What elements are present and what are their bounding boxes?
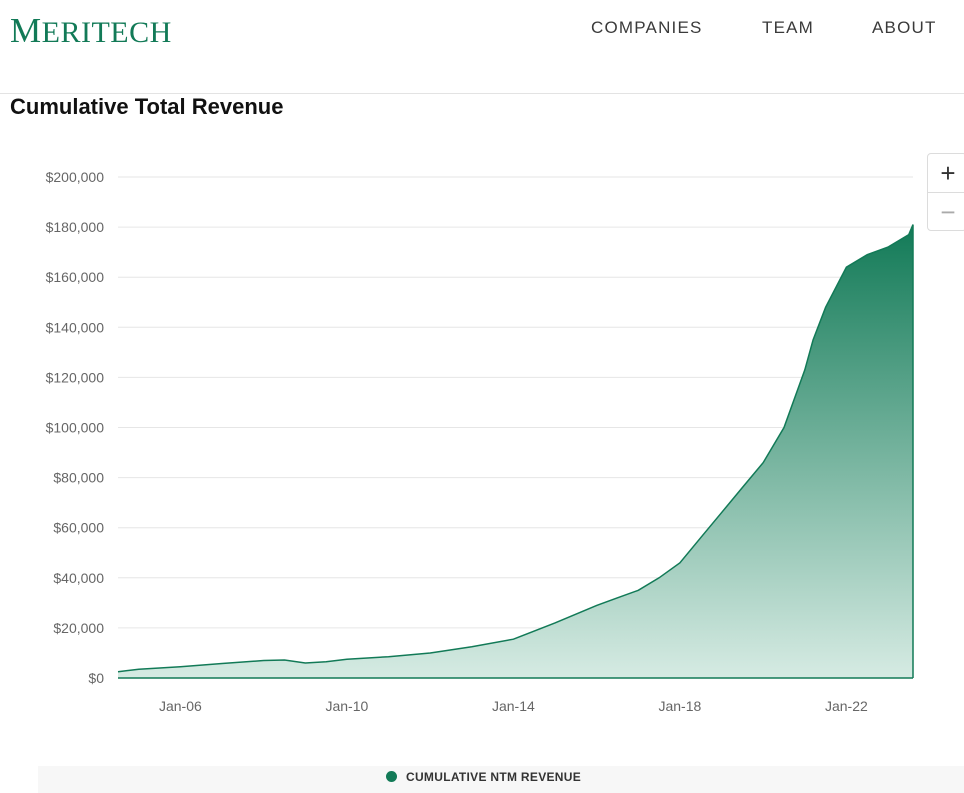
chart-title: Cumulative Total Revenue — [10, 94, 284, 119]
zoom-out-button[interactable]: − — [940, 197, 956, 227]
y-tick-label: $40,000 — [53, 570, 104, 586]
revenue-area — [118, 224, 913, 678]
meritech-logo[interactable]: MERITECH — [10, 11, 172, 50]
x-tick-label: Jan-10 — [325, 698, 368, 714]
y-axis: $0 $20,000 $40,000 $60,000 $80,000 $100,000 $1… — [46, 169, 105, 686]
y-tick-label: $160,000 — [46, 269, 105, 285]
zoom-in-button[interactable]: + — [928, 154, 964, 193]
x-tick-label: Jan-06 — [159, 698, 202, 714]
x-tick-label: Jan-14 — [492, 698, 535, 714]
x-tick-label: Jan-18 — [658, 698, 701, 714]
y-tick-label: $120,000 — [46, 369, 105, 385]
site-header: MERITECH COMPANIES TEAM ABOUT — [0, 0, 964, 94]
nav-team[interactable]: TEAM — [762, 18, 815, 37]
legend[interactable]: CUMULATIVE NTM REVENUE — [386, 770, 581, 784]
legend-band — [38, 766, 964, 793]
legend-dot-icon — [386, 771, 397, 782]
revenue-line — [117, 224, 914, 678]
x-axis: Jan-06 Jan-10 Jan-14 Jan-18 Jan-22 — [159, 698, 868, 714]
y-tick-label: $80,000 — [53, 470, 104, 486]
y-tick-label: $200,000 — [46, 169, 105, 185]
y-tick-label: $180,000 — [46, 219, 105, 235]
y-tick-label: $140,000 — [46, 319, 105, 335]
y-tick-label: $60,000 — [53, 520, 104, 536]
nav-companies[interactable]: COMPANIES — [591, 18, 703, 37]
legend-label: CUMULATIVE NTM REVENUE — [406, 770, 582, 784]
y-tick-label: $100,000 — [46, 420, 105, 436]
zoom-controls: + − — [927, 153, 964, 231]
x-tick-label: Jan-22 — [825, 698, 868, 714]
nav-about[interactable]: ABOUT — [872, 18, 937, 37]
y-tick-label: $20,000 — [53, 620, 104, 636]
y-tick-label: $0 — [88, 670, 104, 686]
